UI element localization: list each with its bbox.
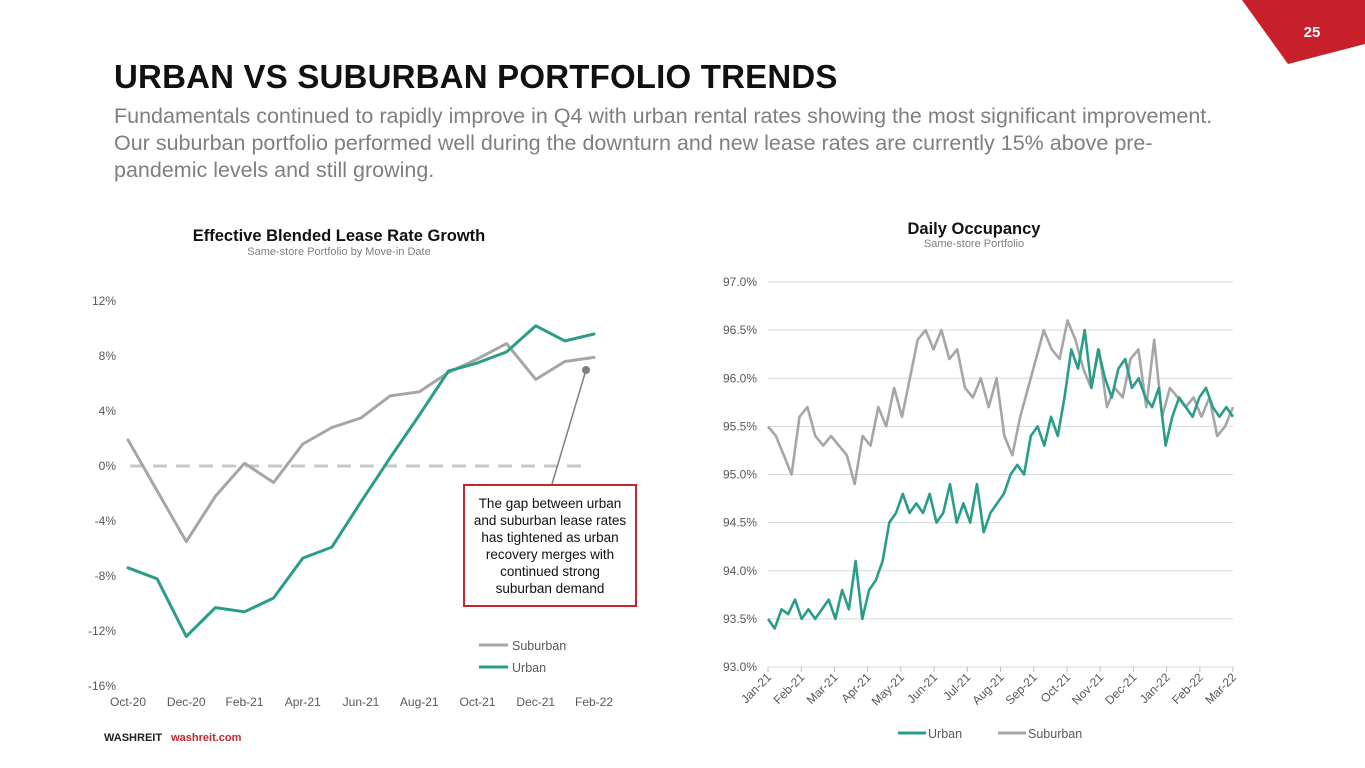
x-tick-label: Jun-21 — [343, 695, 380, 709]
y-tick-label: 95.0% — [723, 468, 757, 482]
legend-label: Urban — [512, 661, 546, 675]
footer-brand: WASHREIT — [104, 732, 163, 744]
callout-leader-line — [551, 369, 587, 485]
legend-label: Urban — [928, 727, 962, 741]
lease-chart-subtitle: Same-store Portfolio by Move-in Date — [247, 246, 431, 258]
x-tick-label: Nov-21 — [1069, 670, 1106, 707]
x-tick-label: Dec-21 — [516, 695, 555, 709]
y-tick-label: 4% — [99, 404, 117, 418]
x-tick-label: Aug-21 — [400, 695, 439, 709]
page-subtitle: Fundamentals continued to rapidly improv… — [114, 104, 1213, 182]
occupancy-chart-subtitle: Same-store Portfolio — [923, 238, 1025, 250]
y-tick-label: 12% — [92, 294, 116, 308]
x-tick-label: Feb-22 — [1169, 670, 1206, 707]
y-tick-label: 96.0% — [723, 371, 757, 385]
footer: WASHREIT washreit.com — [104, 732, 241, 744]
x-tick-label: Oct-21 — [1038, 670, 1074, 706]
series-line-urban — [126, 324, 596, 638]
y-tick-label: -16% — [88, 679, 116, 693]
x-tick-label: Feb-21 — [225, 695, 263, 709]
x-tick-label: Feb-21 — [771, 670, 808, 707]
y-tick-label: -12% — [88, 624, 116, 638]
x-tick-label: Oct-21 — [459, 695, 495, 709]
x-tick-label: Dec-20 — [167, 695, 206, 709]
y-tick-label: 94.5% — [723, 516, 757, 530]
callout-box: The gap between urban and suburban lease… — [463, 484, 637, 607]
x-tick-label: Sep-21 — [1003, 670, 1040, 707]
callout-leader-dot — [582, 366, 590, 374]
y-tick-label: 95.5% — [723, 419, 757, 433]
y-tick-label: -8% — [95, 569, 117, 583]
x-tick-label: Dec-21 — [1102, 670, 1139, 707]
legend-label: Suburban — [1028, 727, 1082, 741]
x-tick-label: May-21 — [869, 670, 907, 708]
y-tick-label: 93.0% — [723, 660, 757, 674]
y-tick-label: -4% — [95, 514, 117, 528]
x-tick-label: Mar-22 — [1202, 670, 1239, 707]
x-tick-label: Oct-20 — [110, 695, 146, 709]
daily-occupancy-chart: 97.0% 96.5% 96.0% 95.5% 95.0% 94.5% 94.0% 93.5%… — [723, 275, 1239, 741]
footer-link[interactable]: washreit.com — [171, 732, 242, 744]
x-tick-label: Apr-21 — [285, 695, 321, 709]
x-tick-label: Jan-21 — [738, 670, 774, 706]
page-number: 25 — [1303, 24, 1321, 41]
lease-chart-title: Effective Blended Lease Rate Growth — [192, 227, 486, 245]
y-tick-label: 96.5% — [723, 323, 757, 337]
series-line-suburban — [126, 342, 596, 544]
x-tick-label: Mar-21 — [804, 670, 841, 707]
x-tick-label: Aug-21 — [969, 670, 1006, 707]
series-line-suburban — [766, 319, 1235, 486]
page-title: URBAN VS SUBURBAN PORTFOLIO TRENDS — [114, 58, 838, 95]
legend-label: Suburban — [512, 639, 566, 653]
y-tick-label: 0% — [99, 459, 117, 473]
x-tick-label: Apr-21 — [838, 670, 874, 706]
y-tick-label: 93.5% — [723, 612, 757, 626]
x-tick-label: Feb-22 — [575, 695, 613, 709]
series-line-urban — [766, 328, 1235, 630]
y-tick-label: 8% — [99, 349, 117, 363]
x-tick-label: Jan-22 — [1137, 670, 1173, 706]
lease-rate-growth-chart: 12% 8% 4% 0% -4% -8% -12% -16% Oct-20 Dec-20 Feb-2… — [88, 294, 613, 709]
occupancy-chart-title: Daily Occupancy — [907, 220, 1041, 238]
y-tick-label: 94.0% — [723, 564, 757, 578]
x-tick-label: Jun-21 — [904, 670, 940, 706]
y-tick-label: 97.0% — [723, 275, 757, 289]
